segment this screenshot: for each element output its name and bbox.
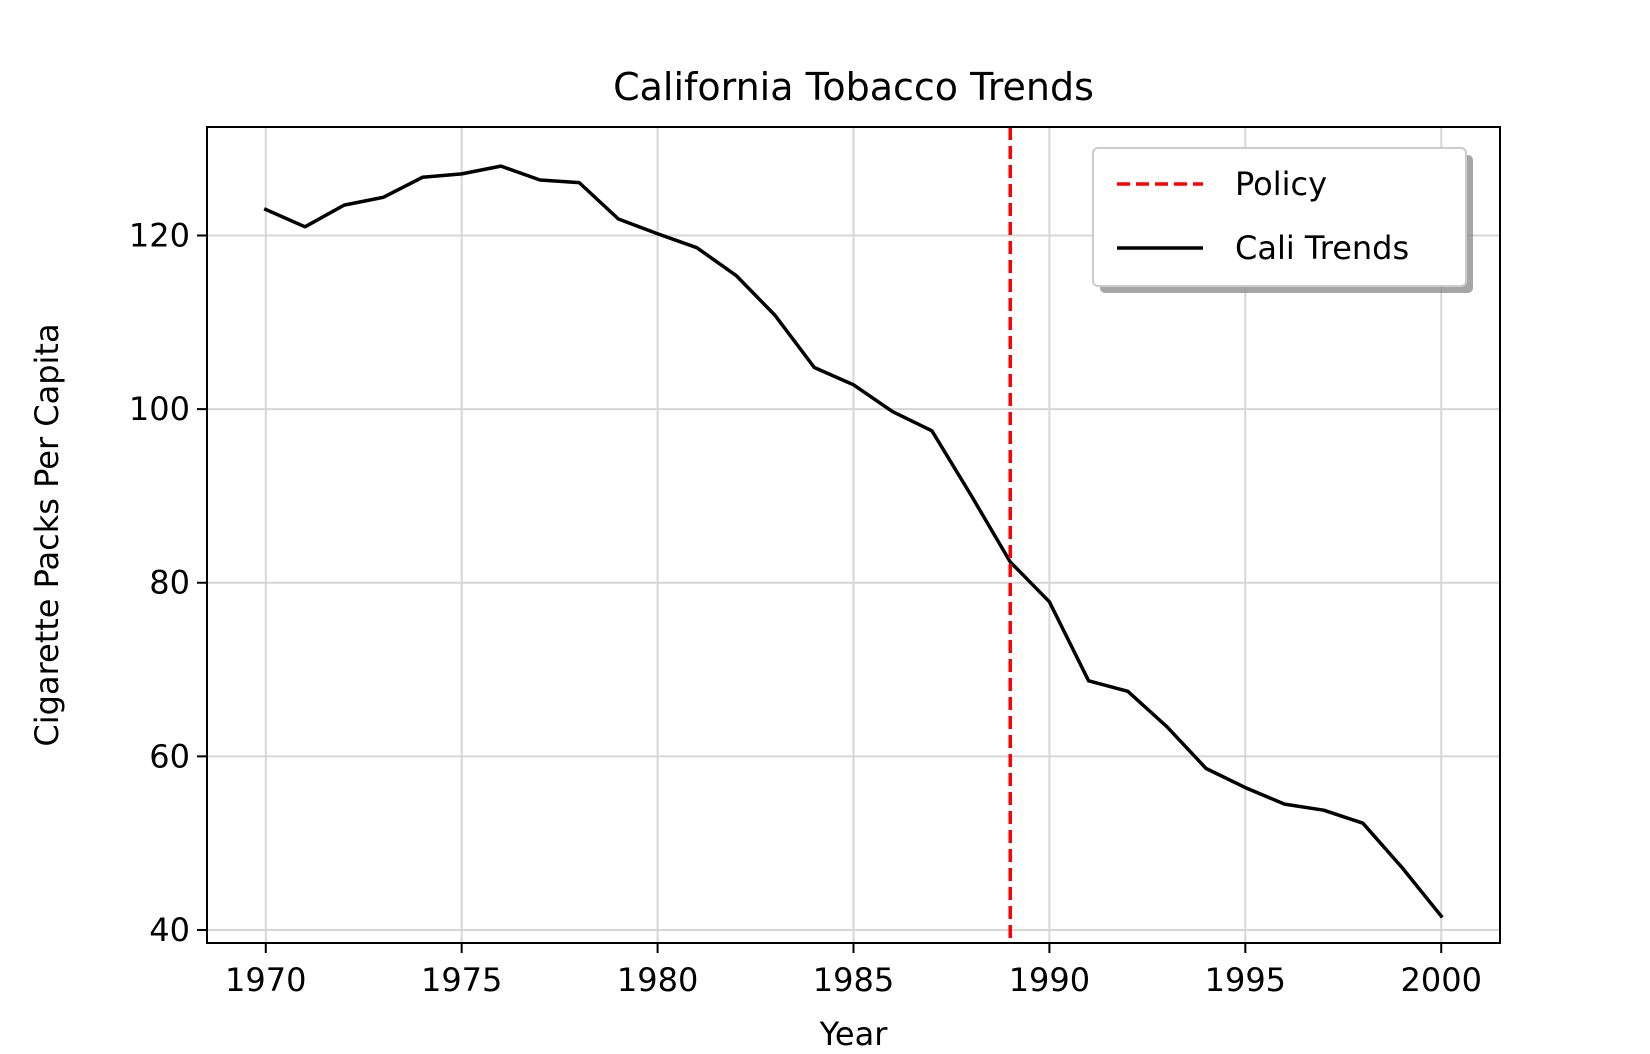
series-layer xyxy=(263,127,1444,943)
legend-label-cali-trends: Cali Trends xyxy=(1235,229,1409,267)
y-tick-label-80: 80 xyxy=(149,564,190,602)
axis-ticks: 1970 1975 1980 1985 1990 1995 2000 40 60 80 100 120 xyxy=(129,217,1482,999)
x-tick-label-1980: 1980 xyxy=(617,961,698,999)
y-axis-label: Cigarette Packs Per Capita xyxy=(28,323,66,746)
y-tick-label-60: 60 xyxy=(149,737,190,775)
x-tick-label-1990: 1990 xyxy=(1009,961,1090,999)
series-line-cali-trends xyxy=(263,164,1444,919)
chart-title: California Tobacco Trends xyxy=(613,65,1094,109)
x-tick-label-1995: 1995 xyxy=(1205,961,1286,999)
y-tick-label-120: 120 xyxy=(129,217,190,255)
x-tick-label-1975: 1975 xyxy=(421,961,502,999)
y-tick-label-40: 40 xyxy=(149,911,190,949)
legend-label-policy: Policy xyxy=(1235,165,1327,203)
legend: Policy Cali Trends xyxy=(1092,147,1473,293)
x-tick-label-1985: 1985 xyxy=(813,961,894,999)
y-tick-label-100: 100 xyxy=(129,390,190,428)
x-axis-label: Year xyxy=(819,1015,889,1050)
x-tick-label-2000: 2000 xyxy=(1401,961,1482,999)
x-tick-label-1970: 1970 xyxy=(225,961,306,999)
